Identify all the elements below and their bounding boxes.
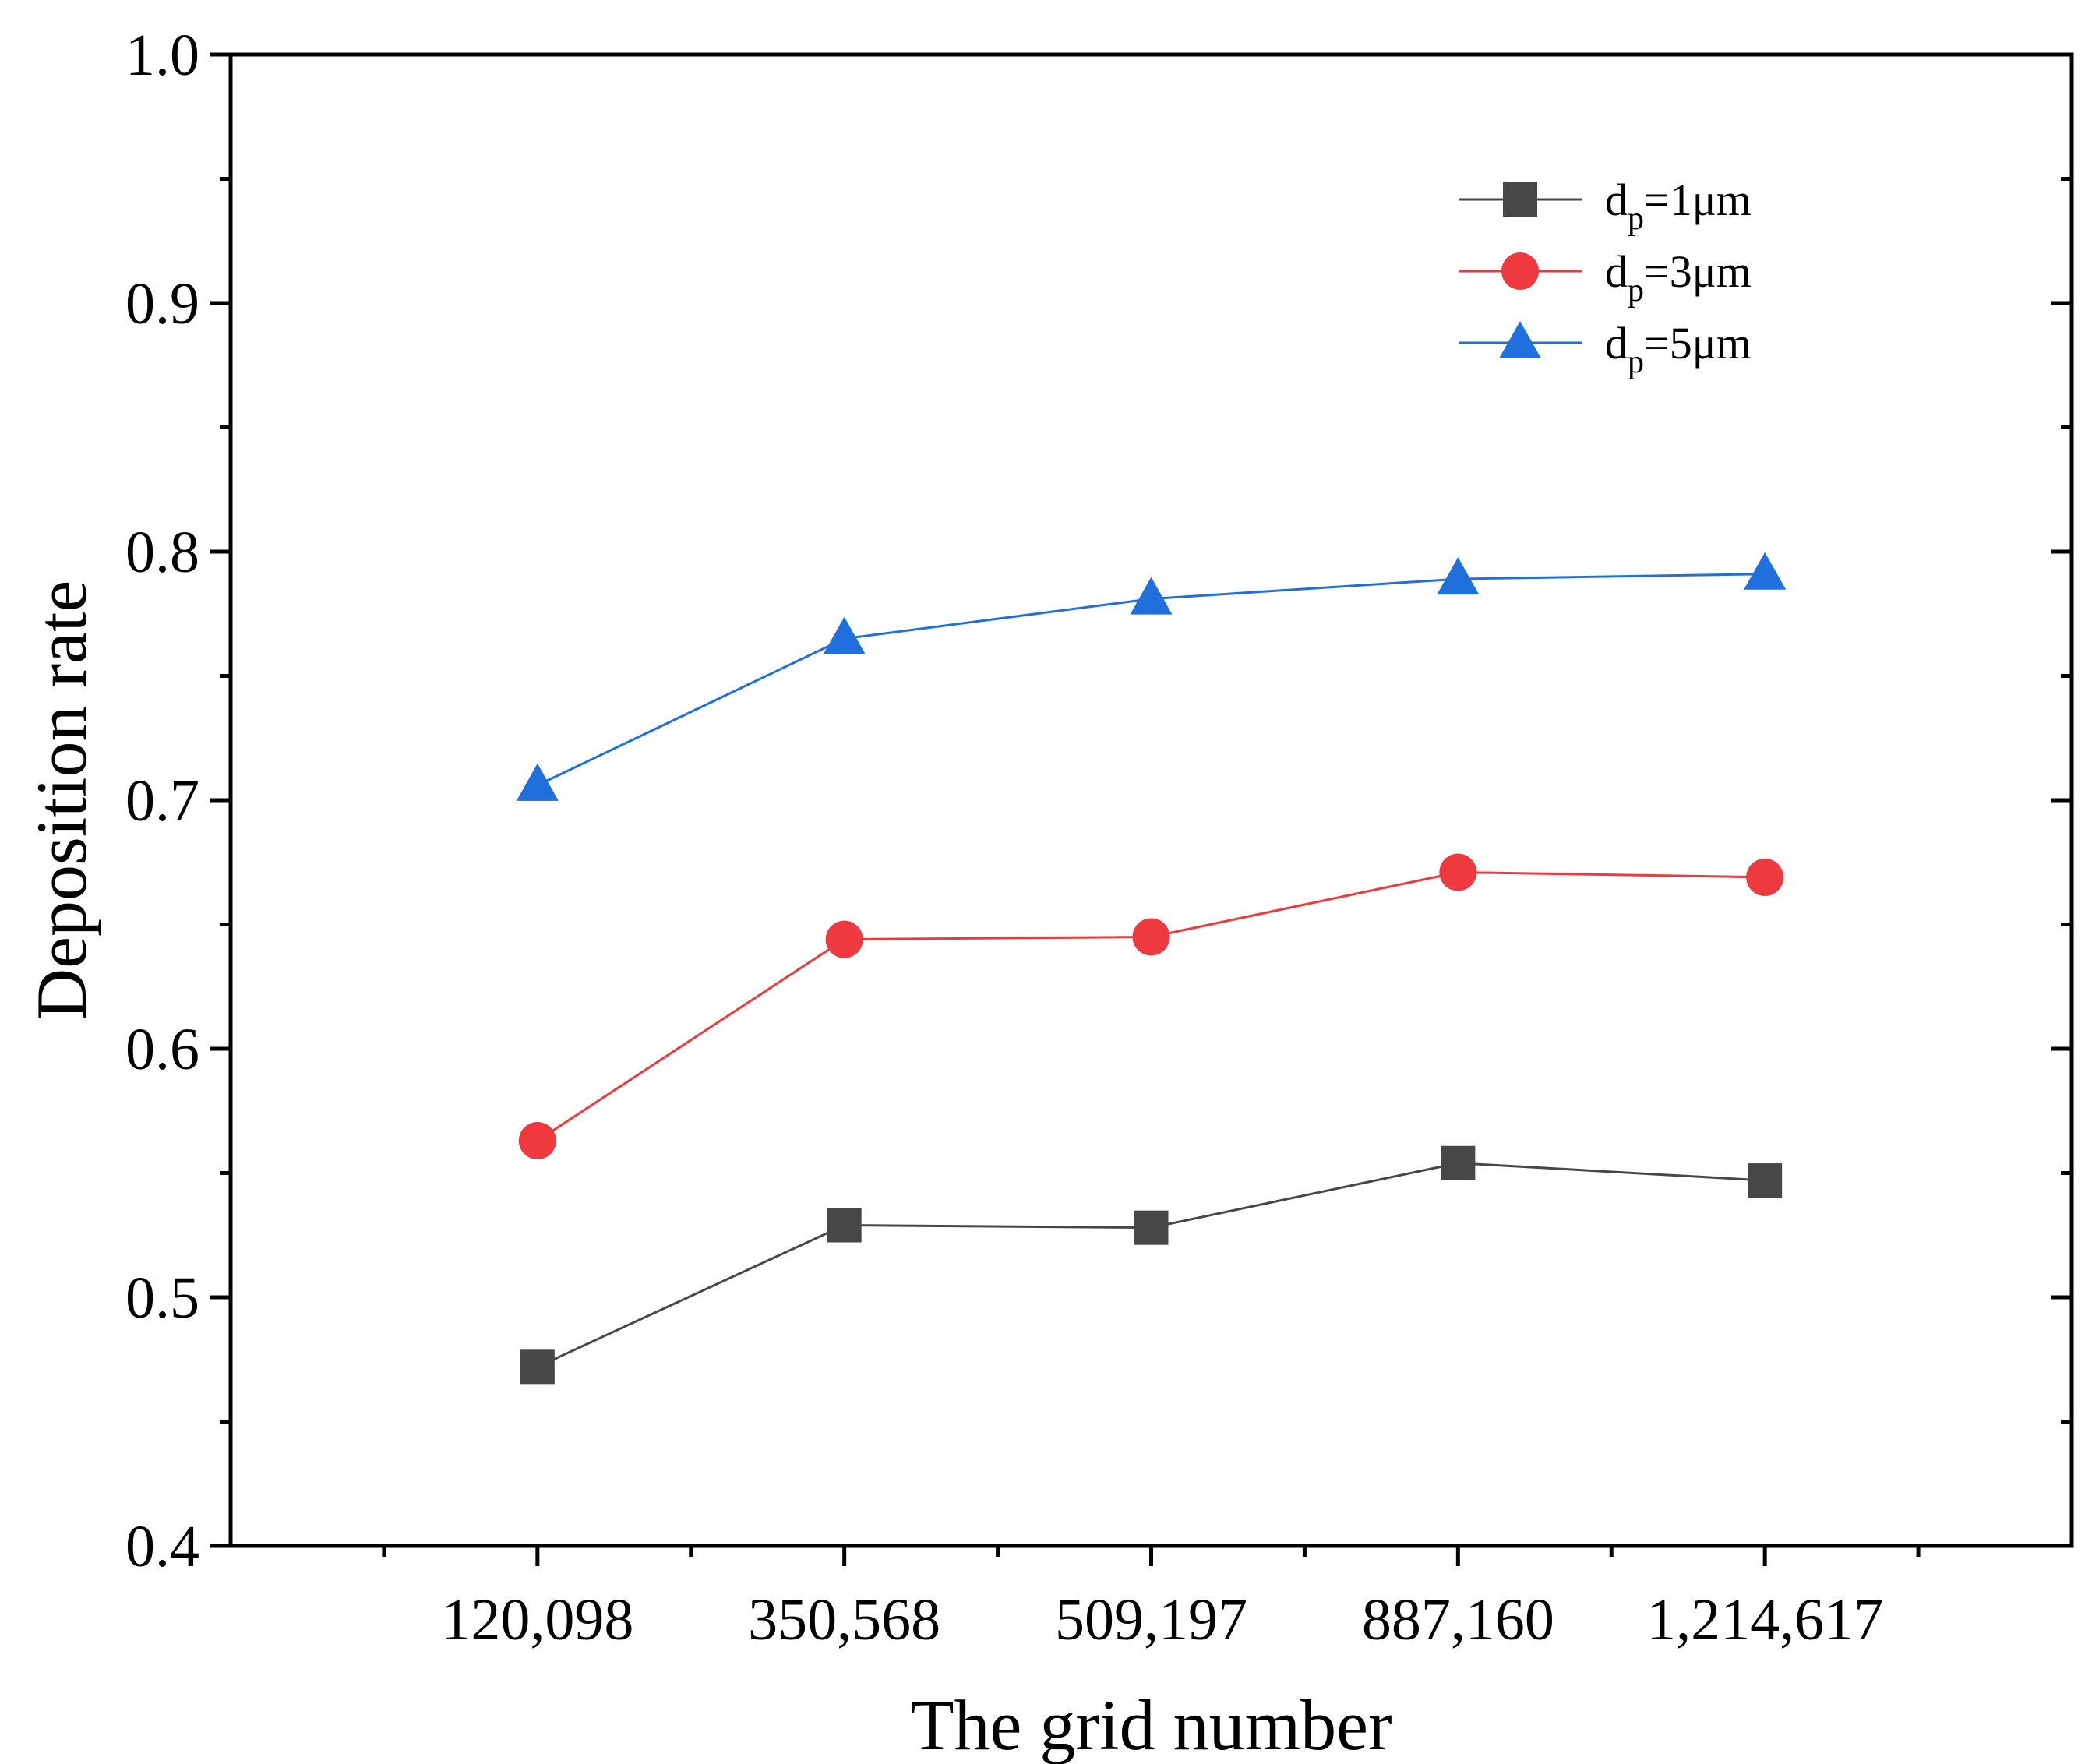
legend-item: dp=3μm <box>1459 246 1752 309</box>
data-point <box>518 1122 556 1160</box>
y-tick-label: 0.9 <box>125 271 199 337</box>
data-point <box>825 920 863 958</box>
series-layer <box>516 552 1787 1385</box>
x-tick-label: 350,568 <box>748 1587 940 1653</box>
legend: dp=1μm dp=3μm dp=5μm <box>1459 175 1752 380</box>
x-axis-ticks: 120,098 350,568 509,197 887,160 1,214,617 <box>382 1546 1921 1653</box>
legend-marker <box>1503 182 1537 217</box>
data-point <box>1744 552 1787 590</box>
y-tick-label: 0.5 <box>125 1265 199 1331</box>
series-3 <box>516 552 1787 801</box>
series-1 <box>520 1145 1783 1385</box>
legend-marker <box>1501 252 1539 290</box>
y-tick-label: 0.7 <box>125 768 199 834</box>
data-point <box>1134 1210 1169 1245</box>
series-2 <box>518 853 1784 1160</box>
y-tick-label: 0.4 <box>125 1514 199 1579</box>
x-axis-title: The grid number <box>910 1685 1392 1764</box>
legend-label: dp=5μm <box>1605 318 1752 380</box>
y-axis-ticks: 0.4 0.5 0.6 0.7 0.8 0.9 1.0 <box>125 23 2072 1579</box>
legend-marker <box>1499 321 1541 358</box>
legend-item: dp=1μm <box>1459 175 1752 237</box>
data-point <box>520 1349 555 1385</box>
y-tick-label: 0.8 <box>125 520 199 585</box>
x-tick-label: 509,197 <box>1055 1587 1247 1653</box>
x-tick-label: 120,098 <box>441 1587 633 1653</box>
x-tick-label: 887,160 <box>1362 1587 1554 1653</box>
legend-item: dp=5μm <box>1459 318 1752 380</box>
data-point <box>516 763 559 801</box>
data-point <box>1132 918 1170 956</box>
data-point <box>1130 577 1173 615</box>
x-tick-label: 1,214,617 <box>1646 1587 1883 1653</box>
data-point <box>1439 853 1477 891</box>
y-axis-title: Deposition rate <box>22 580 101 1021</box>
data-point <box>1437 557 1480 595</box>
data-point <box>1746 858 1784 896</box>
legend-label: dp=1μm <box>1605 175 1752 237</box>
data-point <box>827 1208 862 1243</box>
plot-frame <box>228 52 2074 1548</box>
legend-label: dp=3μm <box>1605 246 1752 309</box>
data-point <box>1441 1145 1476 1180</box>
data-point <box>823 616 866 654</box>
y-tick-label: 0.6 <box>125 1017 199 1082</box>
y-tick-label: 1.0 <box>125 23 199 88</box>
data-point <box>1748 1163 1783 1198</box>
